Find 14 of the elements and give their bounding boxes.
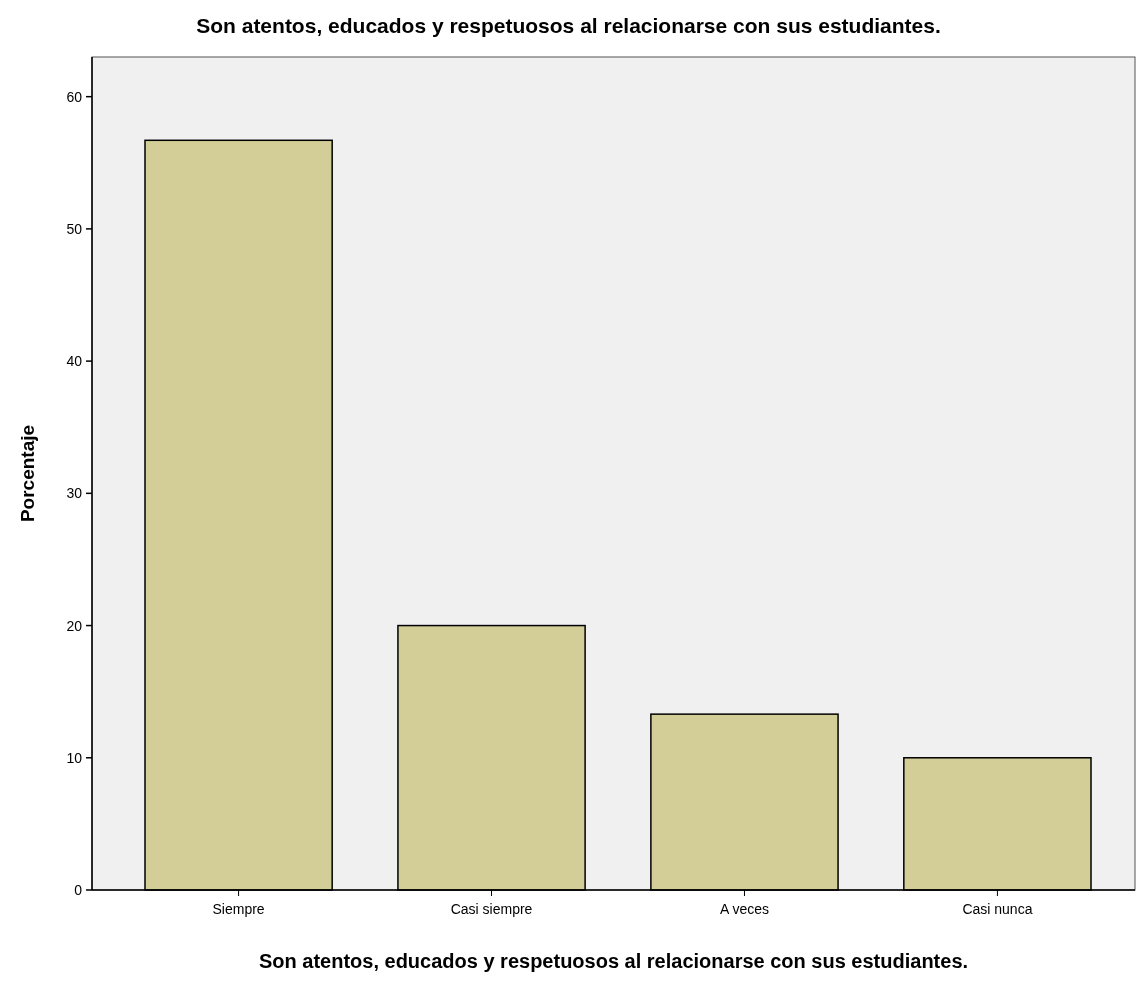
- chart-title: Son atentos, educados y respetuosos al relacionarse con sus estudiantes.: [196, 14, 941, 37]
- y-tick-label: 40: [66, 353, 83, 370]
- y-tick-label: 30: [66, 485, 83, 502]
- x-tick-label: Casi nunca: [962, 901, 1033, 917]
- y-tick-label: 50: [66, 220, 83, 237]
- x-tick-label: Casi siempre: [450, 901, 533, 917]
- y-tick-label: 60: [66, 88, 83, 105]
- y-tick-label: 20: [66, 617, 83, 634]
- y-tick-label: 0: [74, 882, 83, 898]
- x-axis-title: Son atentos, educados y respetuosos al relacionarse con sus estudiantes.: [258, 950, 969, 972]
- x-tick-label: A veces: [719, 901, 769, 917]
- y-tick-label: 10: [66, 749, 83, 766]
- y-axis-title: Porcentaje: [17, 424, 38, 523]
- x-tick-label: Siempre: [212, 901, 265, 917]
